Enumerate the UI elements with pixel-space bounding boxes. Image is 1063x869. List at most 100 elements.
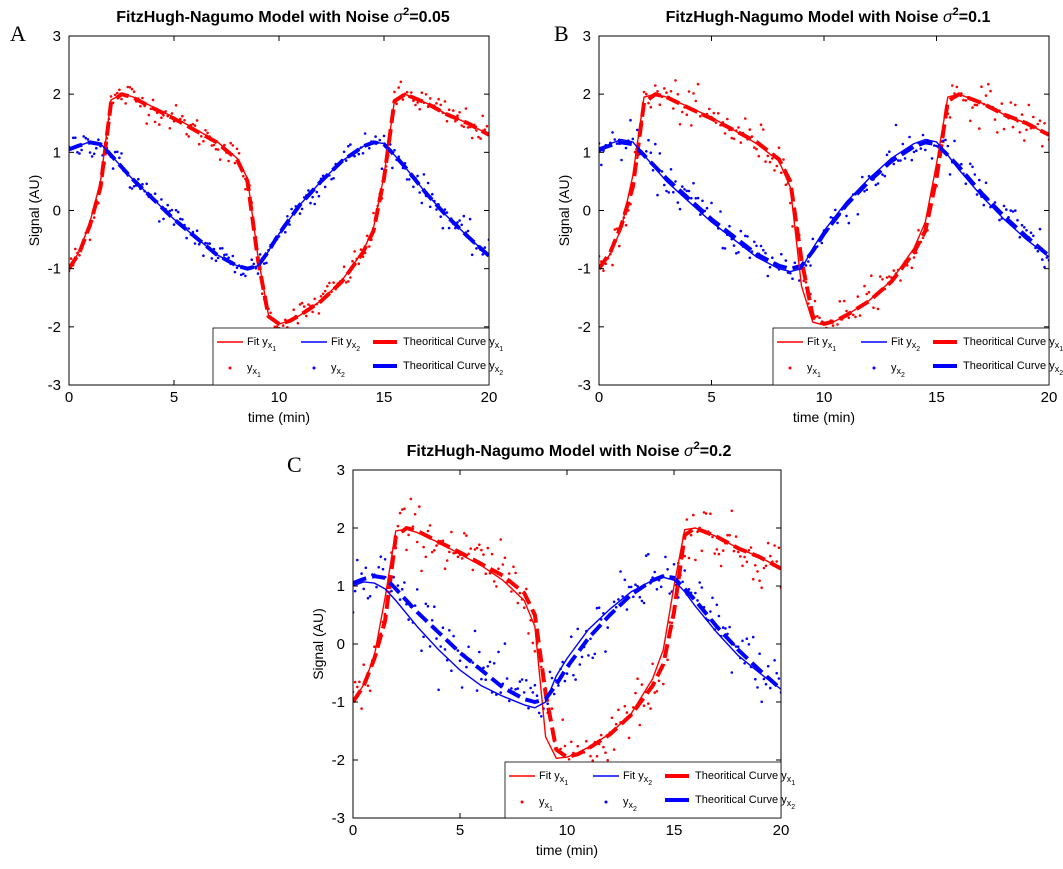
data-point	[349, 276, 352, 279]
data-point	[831, 324, 835, 327]
data-point	[260, 292, 264, 296]
y-tick-label: 2	[53, 86, 61, 103]
data-point	[595, 606, 599, 610]
data-point	[692, 513, 695, 517]
data-point	[485, 124, 489, 128]
legend: Fit yx1 Fit yx2 Theoritical Curve yx1 yx1 yx…	[504, 761, 795, 819]
data-point	[668, 621, 671, 624]
y-tick-label: -3	[578, 377, 591, 394]
data-point	[503, 642, 507, 645]
data-point	[347, 280, 350, 283]
data-point	[755, 147, 758, 151]
data-point	[674, 180, 677, 183]
data-point	[649, 105, 653, 109]
x-tick-label: 5	[456, 822, 464, 839]
scatter-y-x2	[599, 118, 1049, 282]
data-point	[645, 150, 648, 153]
data-point	[78, 152, 81, 155]
data-point	[420, 649, 423, 652]
fit-line-y-x2	[69, 141, 489, 270]
data-point	[471, 568, 475, 572]
data-point	[499, 691, 503, 694]
data-point	[550, 707, 554, 710]
data-point	[777, 677, 781, 680]
data-point	[946, 144, 950, 148]
data-point	[373, 645, 376, 648]
data-point	[431, 192, 434, 196]
data-point	[807, 260, 810, 263]
data-point	[690, 196, 693, 200]
data-point	[281, 324, 285, 327]
data-point	[634, 691, 637, 695]
data-point	[625, 711, 629, 714]
y-tick-label: 3	[53, 28, 61, 45]
data-point	[766, 154, 770, 158]
fit-line-y-x1	[353, 527, 781, 759]
data-point	[700, 586, 704, 589]
data-point	[518, 591, 522, 595]
data-point	[353, 154, 356, 158]
data-point	[955, 85, 959, 89]
data-point	[389, 143, 392, 146]
data-point	[362, 587, 366, 591]
data-point	[111, 167, 115, 170]
data-point	[773, 544, 776, 547]
data-point	[1020, 223, 1024, 227]
data-point	[475, 689, 479, 692]
data-point	[663, 183, 666, 187]
data-point	[617, 598, 620, 601]
data-point	[685, 518, 689, 521]
data-point	[768, 160, 772, 164]
data-point	[756, 686, 759, 689]
data-point	[762, 566, 766, 570]
data-point	[694, 99, 698, 103]
data-point	[734, 535, 738, 538]
data-point	[435, 102, 438, 105]
data-point	[741, 564, 744, 568]
data-point	[899, 279, 902, 282]
data-point	[670, 621, 674, 625]
data-point	[351, 259, 354, 263]
data-point	[732, 549, 736, 553]
data-point	[433, 549, 436, 552]
data-point	[516, 601, 520, 605]
data-point	[344, 159, 348, 162]
data-point	[223, 253, 226, 257]
data-point	[593, 652, 597, 656]
data-point	[699, 114, 702, 118]
data-point	[360, 572, 363, 575]
panel-A: A FitzHugh-Nagumo Model with Noise σ2=0.0…	[10, 6, 503, 425]
x-tick-label: 5	[707, 389, 715, 406]
data-point	[739, 141, 743, 144]
data-point	[466, 126, 470, 129]
data-point	[172, 223, 176, 226]
panel-A-title: FitzHugh-Nagumo Model with Noise σ2=0.05	[116, 6, 450, 26]
data-point	[410, 91, 413, 94]
legend-label: Fit yx2	[331, 336, 360, 353]
data-point	[92, 216, 96, 219]
data-point	[529, 686, 532, 690]
data-point	[158, 220, 161, 223]
data-point	[989, 89, 992, 93]
data-point	[393, 90, 396, 94]
data-point	[445, 658, 449, 662]
data-point	[368, 245, 371, 248]
data-point	[678, 123, 682, 126]
data-point	[876, 182, 880, 185]
data-point	[501, 563, 505, 566]
data-point	[773, 659, 776, 662]
data-point	[443, 648, 447, 651]
data-point	[162, 217, 165, 221]
data-point	[88, 238, 92, 242]
legend-label: Fit yx1	[807, 336, 836, 353]
data-point	[181, 114, 184, 118]
data-point	[737, 126, 740, 129]
data-point	[113, 93, 117, 97]
data-point	[391, 166, 394, 170]
data-point	[356, 685, 359, 689]
data-point	[527, 632, 530, 635]
x-tick-label: 15	[376, 389, 393, 406]
data-point	[751, 577, 755, 581]
data-point	[468, 217, 472, 221]
